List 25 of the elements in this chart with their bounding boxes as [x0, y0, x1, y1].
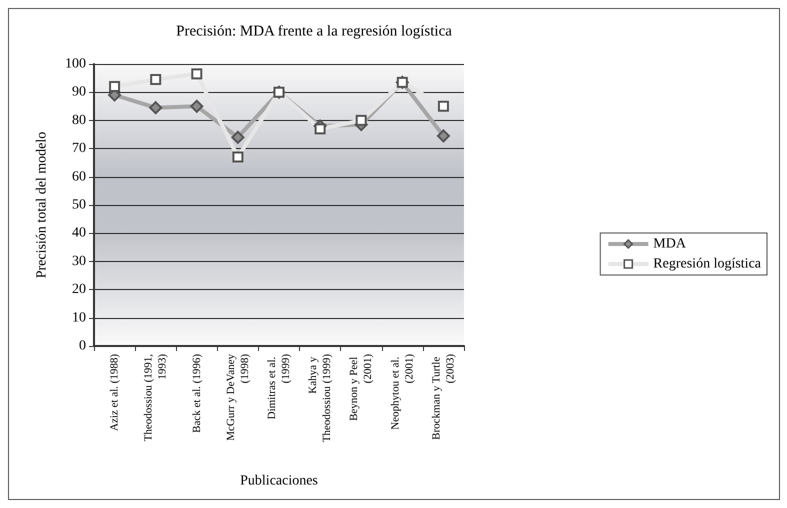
y-tick-label: 20	[72, 282, 86, 298]
y-tick-label: 80	[72, 112, 86, 128]
legend-label: MDA	[653, 236, 687, 252]
x-tick-label: McGurr y DeVaney (1998)	[224, 354, 251, 441]
x-axis-title: Publicaciones	[240, 474, 318, 488]
y-tick-label: 10	[72, 310, 86, 326]
x-tick-label: Aziz et al. (1988)	[108, 354, 121, 431]
y-tick-label: 40	[72, 226, 86, 241]
y-tick-label: 0	[79, 338, 86, 354]
legend-label: Regresión logística	[653, 256, 762, 272]
y-tick-label: 100	[65, 56, 86, 72]
chart-title: Precisión: MDA frente a la regresión logística	[176, 24, 452, 40]
y-tick-label: 90	[72, 84, 86, 100]
x-tick-label: Dimitras et al. (1999)	[266, 354, 292, 420]
x-tick-label: Neophytou et al. (2001)	[389, 354, 416, 430]
y-tick-label: 50	[72, 198, 86, 212]
x-tick-label: Brockman y Turtle (2003)	[430, 354, 456, 440]
x-tick-label: Theodossiou (1991, 1993)	[142, 354, 169, 442]
y-tick-label: 30	[72, 254, 86, 269]
y-axis-title: Precisión total del modelo	[34, 132, 50, 278]
y-tick-label: 70	[72, 141, 86, 156]
x-tick-label: Kahya y Theodossiou (1999)	[307, 354, 334, 442]
x-tick-label: Beynon y Peel (2001)	[348, 354, 374, 421]
y-tick-label: 60	[72, 169, 86, 184]
x-tick-label: Back et al. (1996)	[190, 354, 203, 433]
